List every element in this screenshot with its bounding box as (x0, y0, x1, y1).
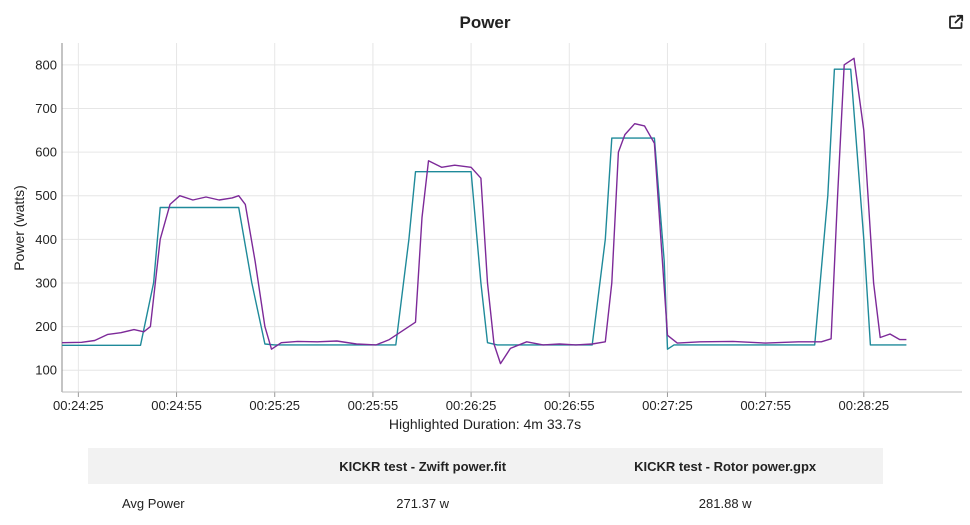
external-link-icon[interactable] (948, 14, 964, 30)
x-tick-label: 00:26:55 (544, 398, 595, 413)
grid-lines (62, 43, 962, 392)
stats-row-label: Avg Power (122, 495, 185, 511)
y-tick-label: 400 (35, 232, 57, 247)
x-tick-label: 00:25:25 (249, 398, 300, 413)
stats-table: KICKR test - Zwift power.fit KICKR test … (88, 448, 883, 522)
y-tick-label: 600 (35, 145, 57, 160)
x-tick-label: 00:27:25 (642, 398, 693, 413)
y-tick-label: 100 (35, 363, 57, 378)
x-tick-label: 00:26:25 (446, 398, 497, 413)
x-tick-label: 00:24:55 (151, 398, 202, 413)
series-line-1 (62, 68, 907, 350)
y-axis-title: Power (watts) (11, 185, 27, 271)
y-tick-label: 200 (35, 319, 57, 334)
stats-value-series-2: 281.88 w (698, 495, 752, 511)
stats-header-blank (88, 448, 278, 484)
x-tick-label: 00:25:55 (348, 398, 399, 413)
y-tick-label: 800 (35, 57, 57, 72)
stats-header-row: KICKR test - Zwift power.fit KICKR test … (88, 448, 883, 484)
y-tick-label: 700 (35, 101, 57, 116)
x-tick-label: 00:27:55 (740, 398, 791, 413)
chart-title: Power (459, 13, 511, 32)
series-layer (62, 57, 907, 365)
x-axis-title: Highlighted Duration: 4m 33.7s (389, 416, 581, 432)
stats-header-series-1: KICKR test - Zwift power.fit (278, 448, 568, 484)
x-tick-label: 00:24:25 (53, 398, 104, 413)
stats-header-series-2: KICKR test - Rotor power.gpx (567, 448, 883, 484)
stats-row-avg-power: Avg Power 271.37 w 281.88 w (88, 484, 883, 522)
x-tick-label: 00:28:25 (839, 398, 890, 413)
y-tick-label: 500 (35, 188, 57, 203)
y-tick-label: 300 (35, 275, 57, 290)
stats-value-series-1: 271.37 w (396, 495, 450, 511)
tick-labels: 100 200 300 400 500 600 700 800 00:24:25 00:24:55… (35, 57, 889, 413)
series-line-2 (62, 57, 907, 365)
power-chart: 100 200 300 400 500 600 700 800 00:24:25 00:24:55… (11, 43, 962, 432)
axes (61, 43, 962, 397)
